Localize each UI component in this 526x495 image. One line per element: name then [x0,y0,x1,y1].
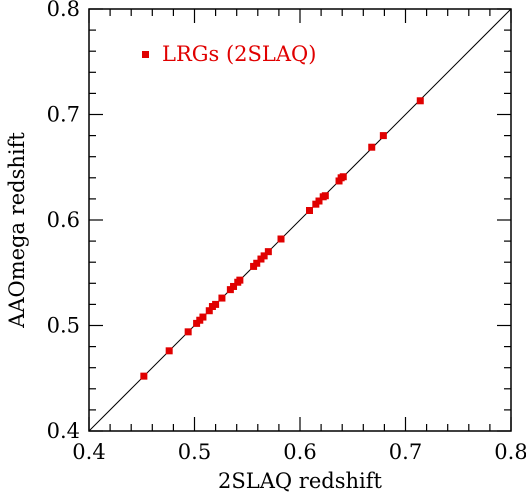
data-point [199,313,207,321]
y-tick-label: 0.8 [47,0,80,21]
tick-labels: 0.4 0.5 0.6 0.7 0.8 0.4 0.5 0.6 0.7 0.8 [47,0,526,464]
data-point [205,307,213,315]
axis-ticks [88,8,512,432]
data-point [140,372,148,380]
plot-area [88,8,512,432]
legend: LRGs (2SLAQ) [142,42,316,66]
data-point [315,197,323,205]
one-to-one-line [88,8,512,432]
data-point [253,259,261,267]
y-tick-label: 0.7 [47,103,80,127]
y-tick-label: 0.4 [47,419,80,443]
y-tick-label: 0.5 [47,314,80,338]
data-point [218,294,226,302]
legend-label: LRGs (2SLAQ) [162,42,316,66]
y-tick-label: 0.6 [47,208,80,232]
x-tick-label: 0.5 [178,440,211,464]
data-point [277,235,285,243]
data-point [212,300,220,308]
data-point [184,328,192,336]
data-point [416,97,424,105]
x-axis-title: 2SLAQ redshift [218,469,382,493]
x-tick-label: 0.7 [389,440,422,464]
data-point [264,248,272,256]
data-point [379,132,387,140]
data-point [230,282,238,290]
data-point [260,252,268,260]
data-point [321,192,329,200]
y-axis-title: AAOmega redshift [5,132,29,329]
x-tick-label: 0.4 [72,440,105,464]
legend-marker [142,51,149,58]
data-point [368,143,376,151]
data-point [165,347,173,355]
data-points [140,97,424,380]
x-tick-label: 0.8 [494,440,526,464]
data-point [236,276,244,284]
data-point [305,207,313,215]
x-tick-label: 0.6 [283,440,316,464]
data-point [339,173,347,181]
